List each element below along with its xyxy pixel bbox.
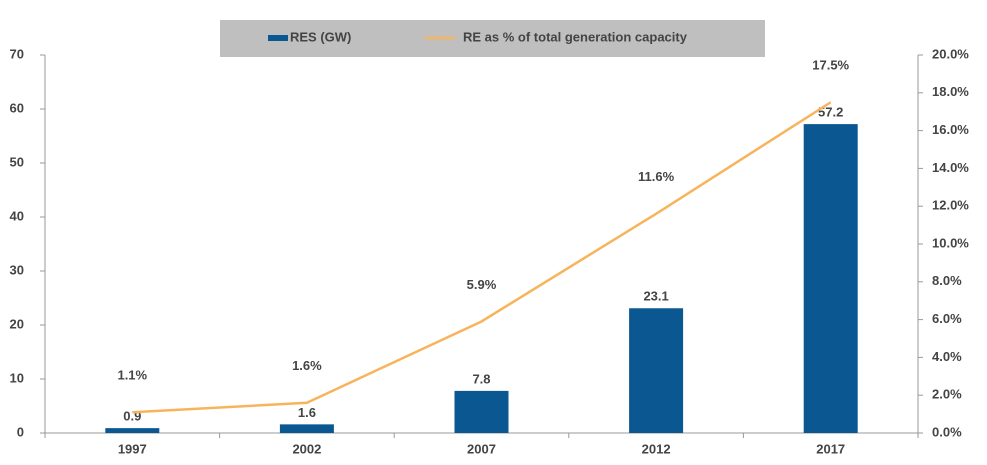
bar-label: 57.2 xyxy=(818,105,843,120)
y-tick-label: 60 xyxy=(10,100,24,115)
x-tick-label: 2017 xyxy=(816,441,845,456)
y2-tick-label: 2.0% xyxy=(932,387,962,402)
y2-tick-label: 8.0% xyxy=(932,273,962,288)
x-tick-label: 2007 xyxy=(467,441,496,456)
x-tick-label: 1997 xyxy=(118,441,147,456)
y2-tick-label: 6.0% xyxy=(932,311,962,326)
y2-tick-label: 10.0% xyxy=(932,235,969,250)
bar xyxy=(105,428,160,433)
y-tick-label: 10 xyxy=(10,370,24,385)
bar xyxy=(279,424,334,433)
y2-tick-label: 18.0% xyxy=(932,84,969,99)
y-tick-label: 50 xyxy=(10,154,24,169)
y-tick-label: 30 xyxy=(10,262,24,277)
line-label: 5.9% xyxy=(467,277,497,292)
y-tick-label: 0 xyxy=(17,424,24,439)
y2-tick-label: 14.0% xyxy=(932,160,969,175)
x-tick-label: 2002 xyxy=(292,441,321,456)
bar-label: 7.8 xyxy=(472,371,490,386)
y2-tick-label: 0.0% xyxy=(932,424,962,439)
y2-tick-label: 16.0% xyxy=(932,122,969,137)
legend-swatch xyxy=(268,35,288,41)
legend-box xyxy=(220,20,765,57)
y2-tick-label: 4.0% xyxy=(932,349,962,364)
line-label: 11.6% xyxy=(638,169,675,184)
y2-tick-label: 20.0% xyxy=(932,46,969,61)
legend-label: RES (GW) xyxy=(290,29,351,44)
line-label: 17.5% xyxy=(812,58,849,73)
bar xyxy=(629,308,684,433)
y2-tick-label: 12.0% xyxy=(932,198,969,213)
line-label: 1.1% xyxy=(117,368,147,383)
y-tick-label: 40 xyxy=(10,208,24,223)
x-tick-label: 2012 xyxy=(642,441,671,456)
bar xyxy=(803,124,858,434)
y-tick-label: 20 xyxy=(10,316,24,331)
y-tick-label: 70 xyxy=(10,46,24,61)
bar-label: 23.1 xyxy=(643,289,668,304)
bar-label: 1.6 xyxy=(298,405,316,420)
bar xyxy=(454,390,509,433)
line xyxy=(132,101,832,414)
line-label: 1.6% xyxy=(292,358,322,373)
legend-label: RE as % of total generation capacity xyxy=(463,29,688,44)
